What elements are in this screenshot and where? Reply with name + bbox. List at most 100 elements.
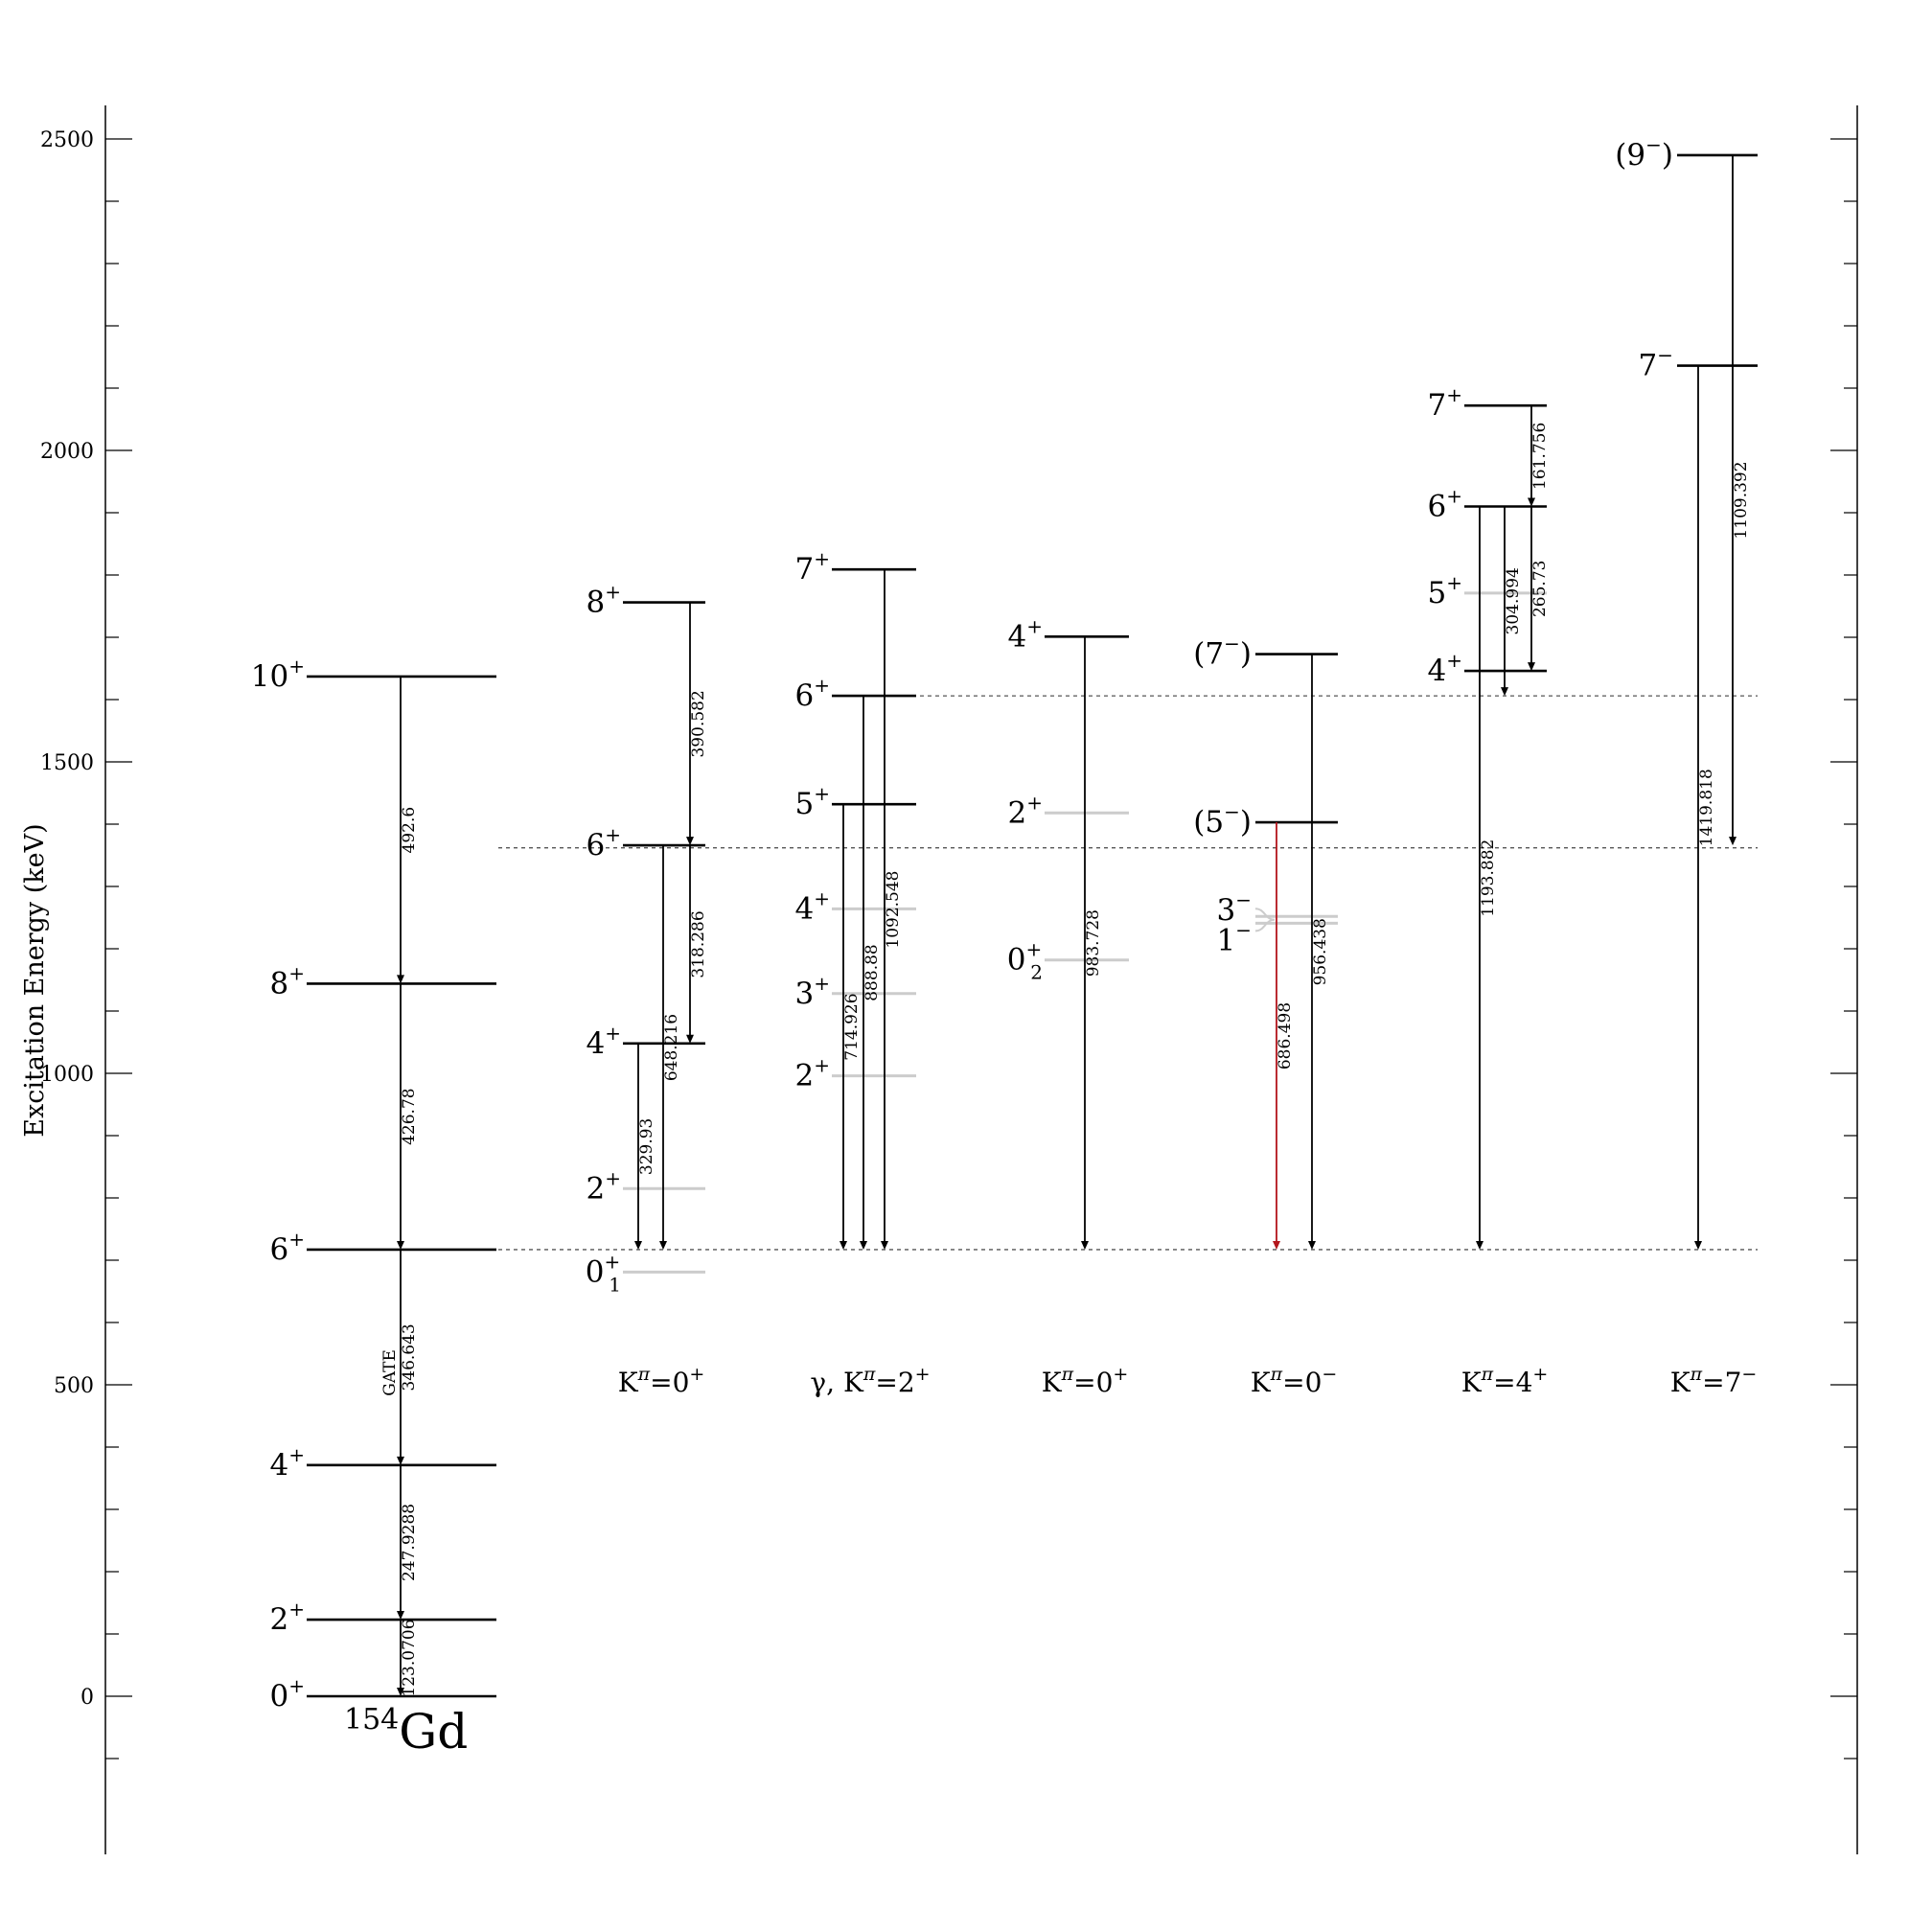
transition-energy-label: 492.6 (400, 807, 419, 854)
level-parity: − (1645, 133, 1662, 156)
level-parity: + (605, 1022, 621, 1045)
level-label: 5+ (1428, 571, 1463, 610)
nucleus-label: 154Gd (344, 1703, 468, 1760)
transition-arrowhead (1694, 1240, 1702, 1250)
level-spin: 0 (270, 1679, 289, 1714)
transition-energy-label: 390.582 (689, 690, 708, 757)
band-label-parity: + (689, 1364, 704, 1385)
level-parity: − (1235, 918, 1252, 941)
level-label: 6+ (270, 1228, 306, 1267)
level-spin: 8 (270, 966, 289, 1000)
level-label: (7−) (1193, 632, 1252, 672)
band-label-pi: π (637, 1364, 651, 1385)
transition-arrowhead (397, 1456, 404, 1465)
band-label: Kπ=0+ (618, 1364, 705, 1398)
transition-energy-label: 714.926 (842, 993, 862, 1060)
level-label: (5−) (1193, 800, 1252, 840)
level-spin: 10 (251, 659, 288, 694)
level-spin: 4 (586, 1026, 606, 1061)
level-spin: 3 (1217, 893, 1236, 928)
transition-energy-label: 888.88 (862, 944, 882, 1000)
band-gsb: 0+2+4+6+8+10+123.0706247.9288346.643GATE… (251, 655, 496, 1714)
transition-arrowhead (1308, 1240, 1316, 1250)
reference-lines (498, 695, 1758, 1251)
level-label: 6+ (795, 674, 831, 713)
level-spin: 7 (1428, 388, 1447, 423)
y-tick-label: 500 (54, 1374, 94, 1398)
level-label: 10+ (251, 655, 305, 694)
transition-arrowhead (659, 1240, 667, 1250)
band-label-pi: π (1481, 1364, 1494, 1385)
level-parity: + (288, 1598, 305, 1621)
transition-arrowhead (1528, 497, 1535, 507)
level-parity: + (605, 581, 621, 604)
level-close: ) (1662, 138, 1673, 172)
level-label: 8+ (586, 581, 622, 620)
level-subscript: 2 (1030, 961, 1043, 984)
transition-energy-label: 304.994 (1504, 567, 1523, 634)
band-label-value: =0 (1073, 1367, 1113, 1398)
level-spin: 1 (1217, 923, 1236, 957)
level-label: 7− (1639, 344, 1674, 383)
level-label: 2+ (1008, 791, 1044, 830)
level-close: ) (1240, 805, 1252, 840)
level-spin: 4 (795, 891, 815, 926)
band-label: Kπ=0− (1251, 1364, 1338, 1398)
y-tick-label: 2000 (40, 440, 94, 464)
level-spin: 7 (1639, 349, 1658, 383)
level-label: 4+ (1428, 649, 1463, 688)
level-label: 4+ (1008, 614, 1044, 654)
band-label-value: =2 (875, 1367, 914, 1398)
level-label: 7+ (795, 547, 831, 586)
level-spin: 8 (586, 586, 606, 620)
band-label: Kπ=7− (1670, 1364, 1758, 1398)
level-parity: + (814, 1054, 830, 1077)
level-parity: + (814, 972, 830, 995)
level-subscript: 1 (609, 1273, 621, 1296)
level-label: (9−) (1615, 133, 1673, 172)
y-tick-label: 1500 (40, 751, 94, 775)
transition-arrowhead (1081, 1240, 1089, 1250)
level-parity: + (288, 1674, 305, 1697)
level-label: 0+ (270, 1674, 306, 1714)
level-parity: + (1446, 571, 1462, 594)
level-parity: + (1026, 614, 1043, 637)
transition-arrowhead (397, 1240, 404, 1250)
level-label: 5+ (795, 782, 831, 821)
band-label: γ, Kπ=2+ (810, 1364, 930, 1398)
level-spin: 4 (1428, 654, 1447, 688)
transition-energy-label: 1109.392 (1732, 461, 1751, 539)
level-spin: 6 (795, 678, 815, 713)
band-label-k: K (1251, 1367, 1272, 1398)
level-spin: 6 (1428, 490, 1447, 524)
level-parity: + (288, 961, 305, 984)
level-parity: + (1446, 649, 1462, 672)
band-label-pi: π (1690, 1364, 1703, 1385)
level-label: 4+ (795, 886, 831, 926)
level-spin: 4 (1008, 619, 1027, 654)
level-label: 8+ (270, 961, 306, 1000)
level-parity: − (1235, 888, 1252, 911)
band-label-pi: π (862, 1364, 876, 1385)
transition-energy-label: 1419.818 (1697, 769, 1716, 846)
transition-energy-label: 247.9288 (400, 1504, 419, 1581)
band-label: Kπ=4+ (1461, 1364, 1549, 1398)
level-parity: + (605, 1250, 621, 1273)
level-label: 0+ 1 (586, 1250, 621, 1296)
level-label: 3− (1217, 888, 1253, 928)
transition-arrowhead (1476, 1240, 1484, 1250)
nucleus-mass: 154 (344, 1703, 399, 1736)
level-parity: + (1446, 383, 1462, 406)
level-spin: 7 (795, 552, 815, 586)
band-label-parity: − (1741, 1364, 1757, 1385)
band-label-k: K (1461, 1367, 1483, 1398)
level-label: 4+ (586, 1022, 622, 1061)
transition-energy-label: 983.728 (1084, 909, 1103, 977)
level-parity: − (1224, 632, 1240, 656)
level-parity: + (605, 1166, 621, 1189)
level-label: 6+ (586, 823, 622, 862)
transition-arrowhead (1273, 1240, 1280, 1250)
level-parity: + (814, 886, 830, 909)
level-brace (1254, 908, 1276, 932)
